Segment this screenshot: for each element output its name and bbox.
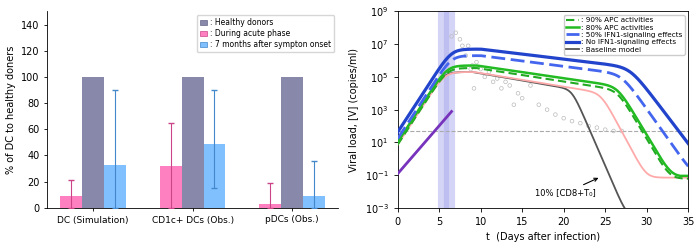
Point <box>517 96 528 100</box>
Point <box>558 116 569 120</box>
Point <box>592 126 603 130</box>
Point <box>471 60 482 64</box>
Point <box>496 86 507 90</box>
Point <box>463 44 474 48</box>
Y-axis label: % of DC to healthy doners: % of DC to healthy doners <box>6 45 15 174</box>
Bar <box>104 165 126 208</box>
Bar <box>303 196 325 208</box>
Bar <box>182 77 204 208</box>
Point <box>575 121 586 125</box>
Point <box>512 91 524 95</box>
Bar <box>83 77 104 208</box>
Point <box>491 77 503 81</box>
Point <box>566 119 578 123</box>
Bar <box>281 77 303 208</box>
Point <box>533 103 545 107</box>
Bar <box>160 166 182 208</box>
Point <box>446 34 457 38</box>
Point <box>608 129 619 133</box>
Point <box>457 44 468 48</box>
Point <box>616 129 627 133</box>
Point <box>583 124 594 128</box>
Point <box>550 113 561 117</box>
Point <box>460 54 471 58</box>
Legend: : Healthy donors, : During acute phase, : 7 months after sympton onset: : Healthy donors, : During acute phase, … <box>197 15 334 52</box>
Point <box>504 84 515 88</box>
Point <box>480 75 491 79</box>
Text: 10% [CD8+T₀]: 10% [CD8+T₀] <box>535 178 597 198</box>
Point <box>465 67 476 71</box>
Legend: : 90% APC activities, : 80% APC activities, : 50% IFN1-signaling effects, : No I: : 90% APC activities, : 80% APC activiti… <box>564 15 685 55</box>
Bar <box>259 204 281 208</box>
Bar <box>60 196 83 208</box>
Point <box>475 67 486 71</box>
Point <box>542 108 553 112</box>
Point <box>467 63 478 67</box>
Point <box>454 37 466 41</box>
Point <box>487 80 498 84</box>
X-axis label: t  (Days after infection): t (Days after infection) <box>486 232 600 243</box>
Y-axis label: Viral load, [V] (copies/ml): Viral load, [V] (copies/ml) <box>349 48 359 172</box>
Point <box>525 84 536 88</box>
Point <box>600 128 611 132</box>
Point <box>500 80 511 84</box>
Point <box>468 86 480 90</box>
Point <box>450 31 461 35</box>
Point <box>508 103 519 107</box>
Point <box>483 70 494 74</box>
Bar <box>204 144 225 208</box>
